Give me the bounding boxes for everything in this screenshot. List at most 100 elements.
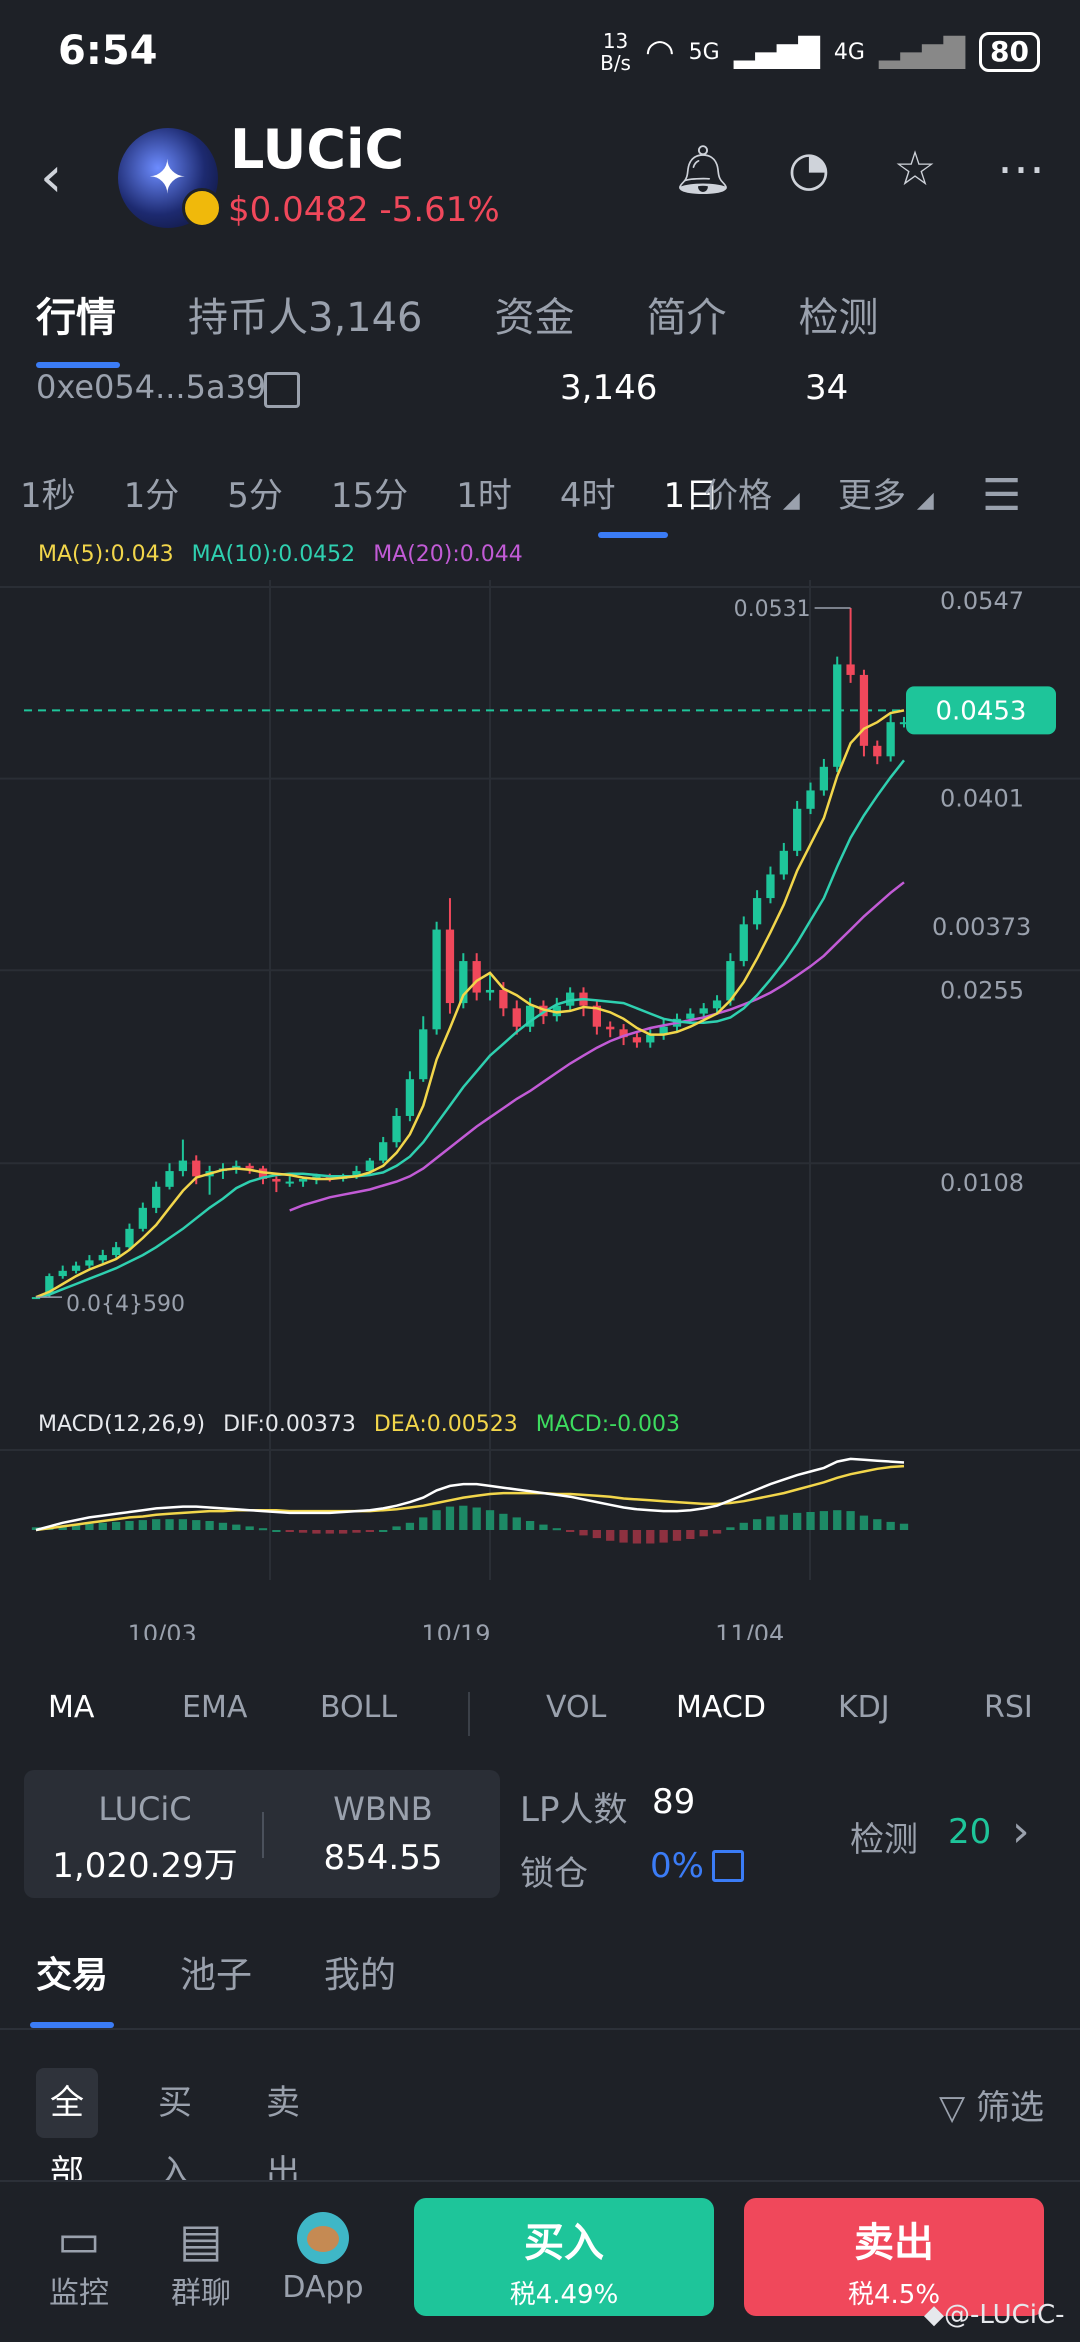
- indicator-ema[interactable]: EMA: [182, 1690, 248, 1725]
- nav-monitor[interactable]: ▭ 监控: [24, 2212, 134, 2312]
- watermark: ◆@-LUCiC-: [924, 2300, 1065, 2330]
- ma20-line: [289, 881, 905, 1212]
- interval-4h[interactable]: 4时: [559, 476, 616, 516]
- sparkle-icon: ✦: [148, 150, 187, 204]
- net-speed-value: 13: [602, 29, 629, 53]
- macd-histogram-bar: [459, 1505, 468, 1530]
- more-icon[interactable]: ⋯: [997, 141, 1045, 197]
- dropdown-arrow-icon: ◢: [916, 488, 934, 513]
- pair-base-symbol: LUCiC: [98, 1790, 192, 1828]
- tab-market[interactable]: 行情: [36, 295, 116, 341]
- macd-histogram-bar: [472, 1507, 481, 1530]
- candle-body: [312, 1176, 321, 1179]
- star-icon[interactable]: ☆: [893, 141, 937, 197]
- chart-settings-icon[interactable]: ☰: [982, 470, 1022, 521]
- macd-histogram-bar: [165, 1519, 174, 1530]
- macd-histogram-bar: [85, 1523, 94, 1530]
- nav-group-chat[interactable]: ▤ 群聊: [146, 2212, 256, 2312]
- ma10-legend: MA(10):0.0452: [191, 542, 356, 567]
- interval-1d[interactable]: 1日: [663, 476, 720, 516]
- y-tick-label: 0.00373: [932, 913, 1031, 941]
- macd-histogram-bar: [325, 1530, 334, 1534]
- indicator-rsi[interactable]: RSI: [984, 1690, 1033, 1725]
- check-value[interactable]: 20: [948, 1812, 992, 1852]
- filter-all[interactable]: 全部: [36, 2068, 98, 2193]
- interval-1s[interactable]: 1秒: [20, 476, 76, 516]
- interval-5m[interactable]: 5分: [227, 476, 283, 516]
- current-price-tag-text: 0.0453: [936, 696, 1027, 726]
- macd-legend: MACD(12,26,9) DIF:0.00373 DEA:0.00523 MA…: [38, 1412, 680, 1437]
- macd-histogram-bar: [552, 1528, 561, 1531]
- lock-value: 0%: [650, 1846, 704, 1886]
- token-price: $0.0482: [228, 190, 369, 230]
- signal-5g-label: 5G: [688, 39, 720, 65]
- indicator-ma[interactable]: MA: [48, 1690, 95, 1725]
- external-link-icon[interactable]: [712, 1850, 744, 1882]
- main-tabs: 行情 持币人3,146 资金 简介 检测: [36, 285, 879, 343]
- tab-check[interactable]: 检测: [798, 295, 879, 341]
- y-tick-label: 0.0255: [940, 976, 1024, 1004]
- tab-intro[interactable]: 简介: [646, 295, 727, 341]
- nav-monitor-label: 监控: [49, 2276, 109, 2311]
- kline-chart[interactable]: 0.0547 0.0401 0.0255 0.0108 0.00373 10/03 10/1…: [0, 540, 1080, 1640]
- macd-histogram-bar: [485, 1510, 495, 1530]
- nav-dapp[interactable]: DApp: [268, 2212, 378, 2305]
- tab-underline: [36, 362, 120, 368]
- interval-15m[interactable]: 15分: [330, 476, 409, 516]
- macd-histogram-bar: [232, 1524, 241, 1530]
- macd-histogram-bar: [779, 1514, 788, 1530]
- filter-sell[interactable]: 卖出: [266, 2083, 300, 2193]
- tab-holders[interactable]: 持币人3,146: [188, 295, 423, 341]
- macd-histogram-bar: [686, 1530, 695, 1539]
- filter-buy[interactable]: 买入: [158, 2083, 192, 2193]
- copy-icon[interactable]: [264, 372, 300, 408]
- more-dropdown[interactable]: 更多 ◢: [838, 468, 934, 517]
- candle-body: [365, 1160, 374, 1172]
- pancake-bunny-icon: [297, 2212, 349, 2264]
- bell-icon[interactable]: 🔔︎: [672, 141, 734, 198]
- token-price-line: $0.0482 -5.61%: [228, 190, 500, 230]
- candle-body: [779, 850, 788, 875]
- sell-button[interactable]: 卖出 税4.5%: [744, 2198, 1044, 2316]
- interval-1h[interactable]: 1时: [456, 476, 512, 516]
- candle-body: [726, 961, 735, 1001]
- macd-histogram-bar: [178, 1519, 188, 1530]
- pair-quote-symbol: WBNB: [333, 1790, 433, 1828]
- ma20-legend: MA(20):0.044: [373, 542, 523, 567]
- indicator-macd[interactable]: MACD: [676, 1690, 766, 1725]
- candle-body: [646, 1034, 655, 1043]
- tab-pools[interactable]: 池子: [180, 1955, 253, 1996]
- price-dropdown[interactable]: 价格 ◢: [704, 468, 800, 517]
- tab-funds[interactable]: 资金: [494, 295, 575, 341]
- token-avatar: ✦: [118, 128, 222, 228]
- tab-trades[interactable]: 交易: [36, 1955, 109, 1996]
- interval-1m[interactable]: 1分: [123, 476, 180, 516]
- filter-button[interactable]: ▽ 筛选: [939, 2080, 1044, 2129]
- indicator-boll[interactable]: BOLL: [320, 1690, 398, 1725]
- buy-button[interactable]: 买入 税4.49%: [414, 2198, 714, 2316]
- gauge-icon[interactable]: ◔: [788, 141, 830, 197]
- chain-badge-icon: [182, 188, 222, 228]
- macd-histogram-bar: [712, 1530, 722, 1534]
- lp-holders-value: 89: [652, 1782, 696, 1822]
- indicator-divider: [468, 1692, 470, 1736]
- indicator-vol[interactable]: VOL: [546, 1690, 607, 1725]
- macd-histogram-bar: [31, 1527, 41, 1530]
- tab-mine[interactable]: 我的: [324, 1955, 397, 1996]
- candle-body: [285, 1181, 294, 1184]
- macd-histogram-bar: [659, 1530, 668, 1543]
- macd-histogram-bar: [138, 1520, 147, 1530]
- macd-histogram-bar: [499, 1513, 508, 1530]
- chevron-right-icon[interactable]: ›: [1012, 1806, 1030, 1857]
- macd-histogram-bar: [873, 1519, 882, 1530]
- contract-address[interactable]: 0xe054...5a39: [36, 368, 267, 406]
- dropdown-arrow-icon: ◢: [782, 488, 800, 513]
- pair-divider: [262, 1812, 264, 1858]
- candle-body: [806, 790, 815, 809]
- back-icon[interactable]: ‹: [40, 145, 63, 210]
- candle-body: [886, 722, 895, 757]
- candle-body: [419, 1029, 428, 1080]
- indicator-kdj[interactable]: KDJ: [838, 1690, 890, 1725]
- check-label[interactable]: 检测: [850, 1820, 918, 1860]
- candle-body: [472, 961, 481, 993]
